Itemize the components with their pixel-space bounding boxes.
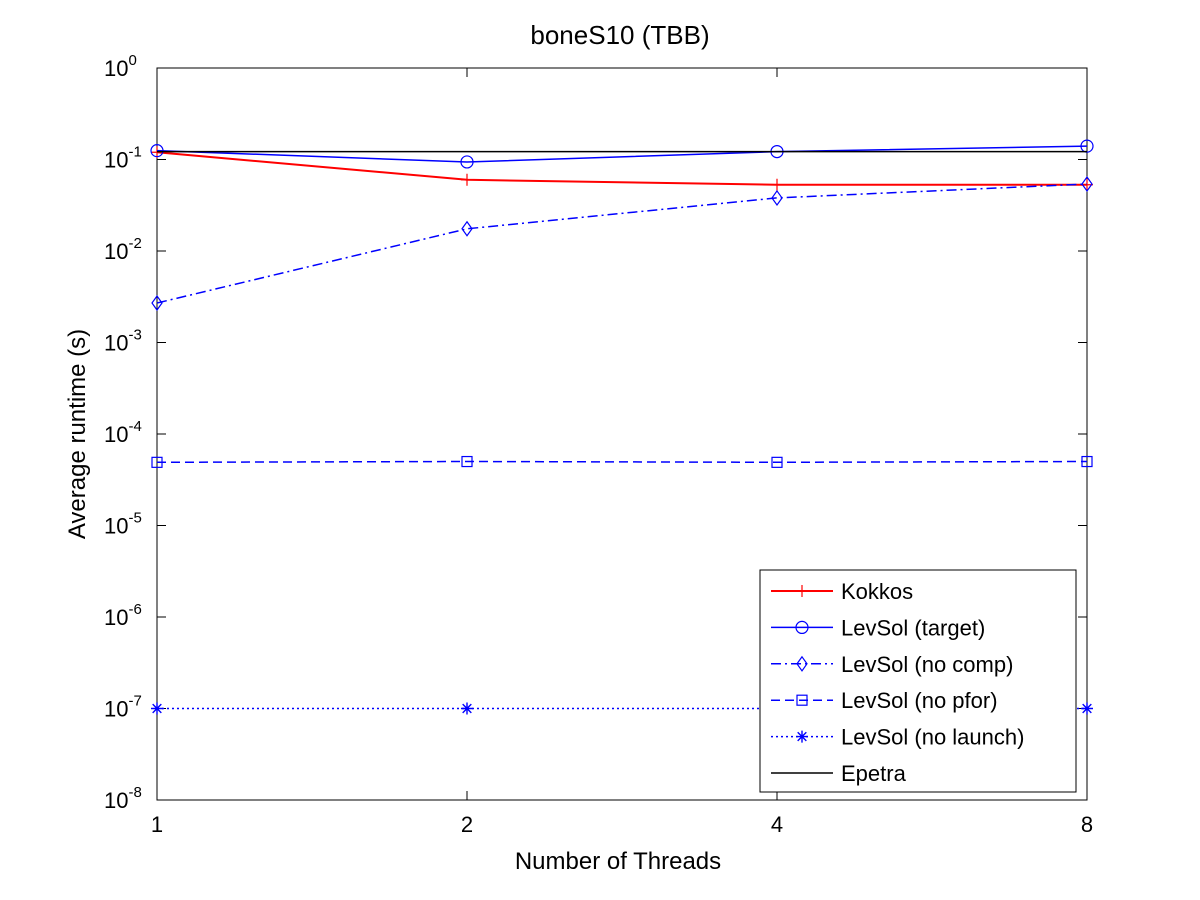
x-tick-label: 4 bbox=[771, 812, 783, 837]
series-2 bbox=[151, 175, 1093, 312]
legend-label: LevSol (target) bbox=[841, 615, 985, 640]
marker-square bbox=[151, 456, 163, 468]
legend-label: Epetra bbox=[841, 761, 907, 786]
x-tick-label: 8 bbox=[1081, 812, 1093, 837]
legend-entry: Kokkos bbox=[771, 579, 913, 604]
legend-label: LevSol (no comp) bbox=[841, 652, 1013, 677]
marker-plus bbox=[771, 178, 783, 191]
y-axis-label: Average runtime (s) bbox=[64, 329, 91, 539]
legend-label: Kokkos bbox=[841, 579, 913, 604]
legend-entry: LevSol (no pfor) bbox=[771, 688, 998, 713]
marker-diamond bbox=[461, 220, 473, 237]
chart-title: boneS10 (TBB) bbox=[530, 20, 709, 50]
marker-diamond bbox=[1081, 175, 1093, 193]
legend-label: LevSol (no pfor) bbox=[841, 688, 998, 713]
legend-entry: Epetra bbox=[771, 761, 907, 786]
series-line bbox=[156, 460, 1088, 464]
series-3 bbox=[151, 455, 1093, 468]
x-tick-label: 2 bbox=[461, 812, 473, 837]
x-tick-label: 1 bbox=[151, 812, 163, 837]
legend: Kokkos LevSol (target) LevSol (no comp) Lev… bbox=[759, 569, 1077, 793]
marker-asterisk bbox=[1081, 702, 1093, 715]
marker-plus bbox=[796, 585, 808, 597]
marker-square bbox=[461, 455, 473, 468]
marker-asterisk bbox=[151, 702, 163, 715]
y-tick-label: 10-1 bbox=[104, 144, 142, 173]
legend-box bbox=[759, 569, 1077, 793]
marker-diamond bbox=[771, 189, 783, 206]
series-line bbox=[156, 145, 1088, 163]
marker-square bbox=[796, 694, 808, 706]
legend-entry: LevSol (target) bbox=[771, 615, 985, 640]
legend-label: LevSol (no launch) bbox=[841, 725, 1024, 750]
x-axis-label: Number of Threads bbox=[515, 848, 721, 875]
marker-asterisk bbox=[796, 730, 808, 743]
marker-square bbox=[771, 456, 783, 468]
marker-diamond bbox=[796, 655, 808, 672]
legend-entry: LevSol (no launch) bbox=[771, 725, 1024, 750]
series-line bbox=[156, 183, 1088, 304]
marker-circle bbox=[795, 620, 809, 635]
marker-square bbox=[1081, 455, 1093, 468]
marker-diamond bbox=[151, 294, 163, 312]
marker-plus bbox=[461, 173, 473, 186]
series-layer bbox=[150, 139, 1094, 715]
marker-circle bbox=[150, 144, 164, 158]
marker-circle bbox=[460, 155, 474, 169]
series-line bbox=[156, 151, 1087, 186]
marker-asterisk bbox=[461, 702, 473, 715]
legend-entry: LevSol (no comp) bbox=[771, 652, 1013, 677]
